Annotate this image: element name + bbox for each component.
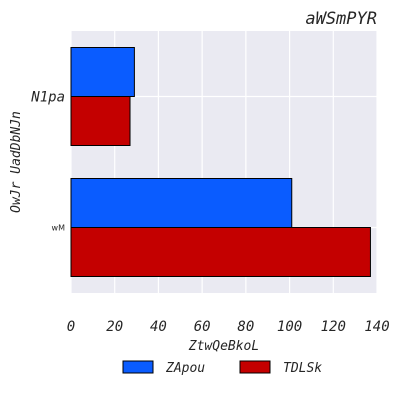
bar-tdlsk-n1pa: [70, 96, 131, 146]
y-tick-label: wM: [52, 224, 66, 233]
x-tick-label: 120: [321, 319, 346, 335]
x-tick-label: 140: [364, 319, 389, 335]
bar-zapou-n1pa: [70, 47, 135, 97]
x-tick-label: 20: [106, 319, 123, 335]
legend: ZApou TDLSk: [122, 360, 322, 376]
legend-label-tdlsk: TDLSk: [283, 361, 322, 376]
bar-zapou-wm: [70, 178, 293, 228]
x-tick-label: 100: [277, 319, 302, 335]
chart-title: aWSmPYR: [305, 9, 377, 29]
x-tick-label: 0: [67, 319, 75, 335]
legend-label-zapou: ZApou: [165, 361, 205, 376]
y-axis-label: OwJr UadDbNJn: [9, 111, 24, 213]
y-tick-label: N1pa: [30, 90, 65, 106]
x-tick-labels: 0 20 40 60 80 100 120 140: [67, 319, 390, 335]
x-tick-label: 80: [237, 319, 254, 335]
legend-swatch-zapou: [122, 360, 154, 374]
y-tick-labels: N1pa wM: [30, 90, 65, 233]
x-tick-label: 60: [194, 319, 211, 335]
legend-swatch-tdlsk: [239, 360, 271, 374]
x-axis-label: ZtwQeBkoL: [188, 339, 259, 354]
bar-tdlsk-wm: [70, 227, 371, 277]
bars: [70, 47, 371, 277]
x-tick-label: 40: [150, 319, 167, 335]
